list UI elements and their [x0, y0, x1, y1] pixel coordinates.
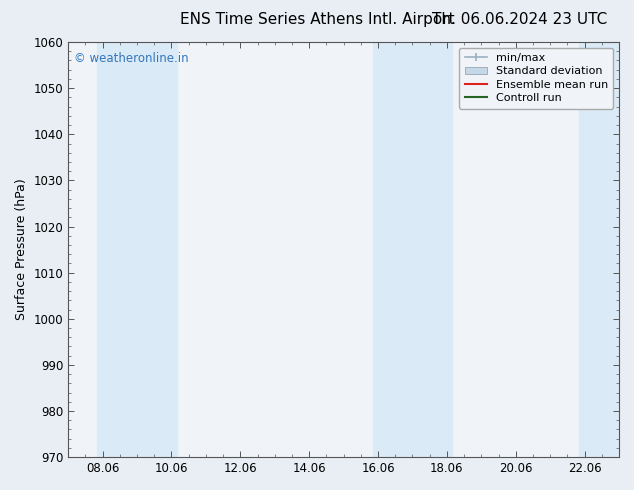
- Text: ENS Time Series Athens Intl. Airport: ENS Time Series Athens Intl. Airport: [179, 12, 455, 27]
- Bar: [98, 42, 177, 457]
- Text: © weatheronline.in: © weatheronline.in: [74, 52, 188, 66]
- Bar: [579, 42, 619, 457]
- Y-axis label: Surface Pressure (hPa): Surface Pressure (hPa): [15, 179, 28, 320]
- Bar: [373, 42, 452, 457]
- Legend: min/max, Standard deviation, Ensemble mean run, Controll run: min/max, Standard deviation, Ensemble me…: [459, 48, 614, 109]
- Text: Th. 06.06.2024 23 UTC: Th. 06.06.2024 23 UTC: [432, 12, 607, 27]
